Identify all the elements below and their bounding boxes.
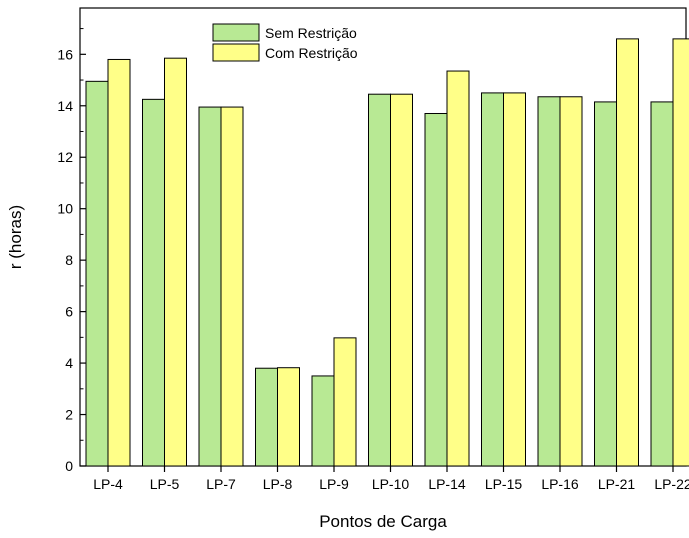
y-tick-label: 14 [57,98,73,114]
x-tick-label-lp-10: LP-10 [372,476,410,492]
x-tick-label-lp-15: LP-15 [485,476,523,492]
bar-lp-22-series-2 [672,38,689,467]
y-tick-label: 4 [65,355,73,371]
bar-lp-15-series-2 [503,92,526,467]
bar-lp-8-series-1 [255,367,278,467]
y-tick-label: 16 [57,46,73,62]
y-axis: 0 2 4 6 8 10 12 14 16 [57,28,86,474]
bar-lp-9-series-2 [333,337,357,467]
x-tick-label-lp-4: LP-4 [93,476,123,492]
bars-layer [85,38,689,467]
bar-lp-4-series-2 [107,58,131,467]
y-tick-label: 2 [65,407,73,423]
y-tick-label: 12 [57,149,73,165]
legend-label-series-2: Com Restrição [265,45,358,61]
bar-lp-8-series-2 [277,367,300,467]
bar-lp-14-series-2 [446,70,470,467]
bar-lp-10-series-1 [368,93,391,467]
x-tick-label-lp-9: LP-9 [319,476,349,492]
bar-lp-9-series-1 [311,375,335,467]
x-tick-label-lp-22: LP-22 [654,476,689,492]
x-tick-label-lp-8: LP-8 [263,476,293,492]
bar-lp-22-series-1 [650,101,674,467]
x-tick-label-lp-7: LP-7 [206,476,236,492]
y-tick-label: 6 [65,304,73,320]
bar-lp-4-series-1 [85,80,109,467]
bar-lp-10-series-2 [390,93,413,467]
bar-lp-21-series-1 [594,101,617,467]
x-tick-label-lp-16: LP-16 [541,476,579,492]
legend: Sem Restrição Com Restrição [212,23,358,62]
bar-lp-5-series-2 [164,57,187,467]
y-tick-label: 0 [65,458,73,474]
legend-label-series-1: Sem Restrição [265,25,357,41]
x-tick-label-lp-21: LP-21 [598,476,636,492]
bar-lp-7-series-2 [220,106,244,467]
legend-swatch-series-2 [212,43,260,62]
bar-lp-14-series-1 [424,112,448,467]
bar-lp-16-series-2 [559,96,583,467]
bar-lp-15-series-1 [481,92,504,467]
x-tick-label-lp-14: LP-14 [428,476,466,492]
bar-lp-16-series-1 [537,96,561,467]
y-tick-label: 10 [57,201,73,217]
legend-swatch-series-1 [212,23,260,42]
y-axis-title: r (horas) [6,205,25,269]
bar-lp-21-series-2 [616,38,639,467]
x-axis: LP-4 LP-5 LP-7 LP-8 LP-9 LP-10 LP-14 LP-15 LP-16… [93,466,689,492]
x-axis-title: Pontos de Carga [319,512,447,531]
bar-lp-5-series-1 [142,98,165,467]
y-tick-label: 8 [65,252,73,268]
bar-lp-7-series-1 [198,106,222,467]
x-tick-label-lp-5: LP-5 [150,476,180,492]
